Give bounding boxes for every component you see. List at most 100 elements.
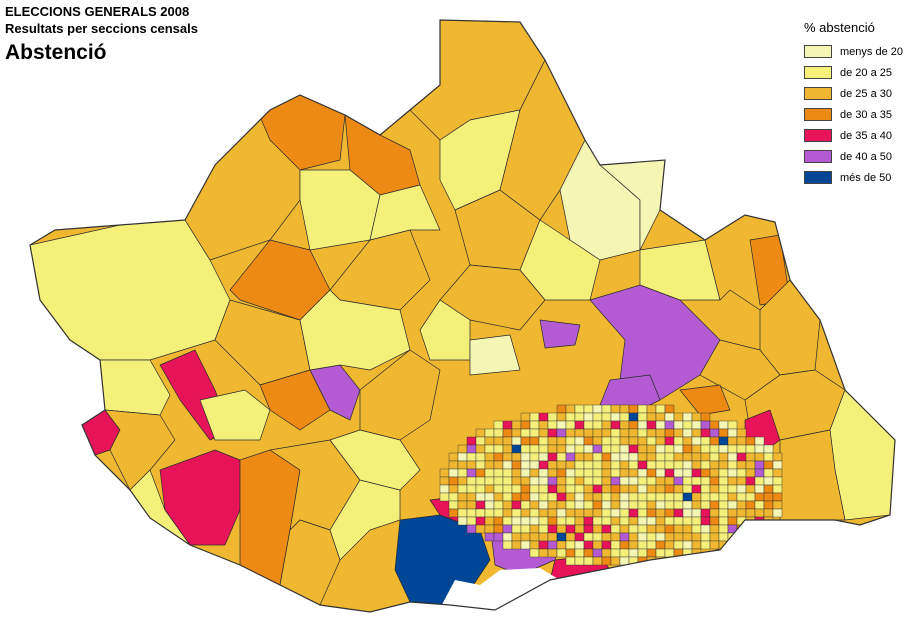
census-section xyxy=(538,476,549,486)
census-section xyxy=(709,524,720,534)
census-section xyxy=(574,468,585,478)
census-section xyxy=(511,524,522,534)
census-section xyxy=(763,460,774,470)
census-section xyxy=(448,508,459,518)
census-section xyxy=(655,460,666,470)
census-section xyxy=(484,460,495,470)
census-section xyxy=(574,412,585,422)
census-section xyxy=(682,412,693,422)
census-section xyxy=(538,428,549,438)
census-section xyxy=(709,476,720,486)
census-section xyxy=(664,532,675,542)
census-section xyxy=(628,484,639,494)
census-section xyxy=(529,420,540,430)
census-section xyxy=(754,484,765,494)
census-section xyxy=(511,436,522,446)
census-section xyxy=(646,476,657,486)
census-section xyxy=(673,540,684,550)
census-section xyxy=(502,420,513,430)
census-section xyxy=(682,452,693,462)
census-section xyxy=(664,420,675,430)
census-section xyxy=(709,420,720,430)
census-section xyxy=(484,444,495,454)
census-section xyxy=(592,556,603,566)
census-section xyxy=(736,428,747,438)
census-section xyxy=(727,436,738,446)
census-section xyxy=(529,460,540,470)
census-section xyxy=(637,500,648,510)
legend-label: de 40 a 50 xyxy=(840,150,892,163)
census-section xyxy=(619,508,630,518)
census-section xyxy=(448,484,459,494)
census-section xyxy=(655,476,666,486)
census-section xyxy=(601,508,612,518)
census-section xyxy=(763,452,774,462)
census-section xyxy=(466,524,477,534)
census-section xyxy=(592,548,603,558)
census-section xyxy=(592,436,603,446)
census-section xyxy=(592,420,603,430)
census-section xyxy=(637,436,648,446)
census-section xyxy=(655,468,666,478)
census-section xyxy=(745,508,756,518)
census-section xyxy=(466,516,477,526)
census-section xyxy=(583,412,594,422)
census-section xyxy=(736,532,747,542)
census-section xyxy=(565,428,576,438)
census-section xyxy=(691,516,702,526)
census-section xyxy=(502,460,513,470)
census-section xyxy=(664,436,675,446)
census-section xyxy=(493,516,504,526)
census-section xyxy=(646,444,657,454)
census-section xyxy=(619,460,630,470)
census-section xyxy=(646,492,657,502)
legend: % abstenció menys de 20 de 20 a 25 de 25… xyxy=(804,20,903,188)
census-section xyxy=(601,556,612,566)
census-section xyxy=(592,532,603,542)
census-section xyxy=(529,412,540,422)
census-section xyxy=(637,420,648,430)
census-section xyxy=(664,460,675,470)
census-section xyxy=(619,524,630,534)
census-section xyxy=(727,516,738,526)
census-section xyxy=(574,484,585,494)
census-section xyxy=(718,436,729,446)
census-section xyxy=(736,524,747,534)
census-section xyxy=(493,476,504,486)
census-section xyxy=(727,444,738,454)
census-section xyxy=(592,460,603,470)
census-section xyxy=(682,532,693,542)
census-section xyxy=(601,436,612,446)
census-section xyxy=(628,460,639,470)
census-section xyxy=(610,436,621,446)
census-section xyxy=(538,444,549,454)
census-section xyxy=(484,476,495,486)
census-section xyxy=(637,476,648,486)
census-section xyxy=(682,460,693,470)
census-section xyxy=(601,548,612,558)
census-section xyxy=(556,500,567,510)
census-section xyxy=(565,524,576,534)
census-section xyxy=(628,468,639,478)
census-section xyxy=(601,428,612,438)
census-section xyxy=(475,508,486,518)
census-section xyxy=(457,452,468,462)
census-section xyxy=(628,412,639,422)
census-section xyxy=(655,548,666,558)
census-section xyxy=(610,524,621,534)
census-section xyxy=(700,476,711,486)
census-section xyxy=(493,420,504,430)
census-section xyxy=(520,468,531,478)
census-section xyxy=(484,436,495,446)
census-section xyxy=(592,444,603,454)
census-section xyxy=(646,524,657,534)
census-section xyxy=(736,492,747,502)
census-section xyxy=(628,540,639,550)
census-section xyxy=(610,484,621,494)
census-section xyxy=(736,508,747,518)
census-section xyxy=(628,524,639,534)
census-section xyxy=(610,532,621,542)
census-section xyxy=(727,476,738,486)
census-section xyxy=(682,500,693,510)
census-section xyxy=(736,452,747,462)
